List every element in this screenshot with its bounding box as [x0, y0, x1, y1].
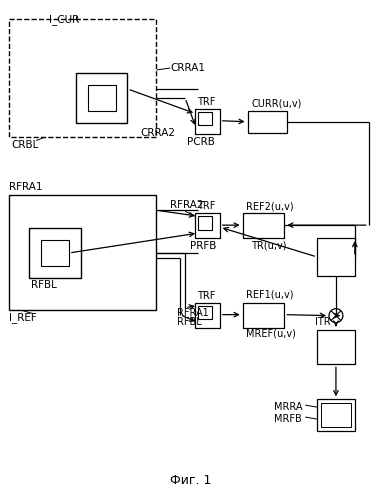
Bar [242, 303, 284, 327]
Bar [195, 213, 220, 238]
Text: CRRA2: CRRA2 [141, 128, 175, 138]
Bar [242, 213, 284, 238]
Bar [88, 85, 116, 111]
Bar [9, 19, 156, 137]
Text: RFBL: RFBL [177, 317, 202, 327]
Bar [195, 109, 220, 134]
Bar [76, 73, 128, 123]
Bar [247, 111, 287, 133]
Text: Фиг. 1: Фиг. 1 [170, 474, 212, 487]
Bar [321, 403, 351, 427]
Text: I_REF: I_REF [9, 312, 37, 322]
Text: I_CUR: I_CUR [49, 14, 79, 25]
Bar [198, 216, 211, 230]
Text: REF2(u,v): REF2(u,v) [246, 201, 293, 211]
Text: PCRB: PCRB [187, 137, 215, 147]
Bar [317, 399, 355, 431]
Bar [317, 238, 355, 276]
Bar [29, 228, 81, 278]
Text: ITR: ITR [315, 316, 331, 326]
Text: CURR(u,v): CURR(u,v) [252, 99, 302, 109]
Text: TRF: TRF [197, 291, 215, 301]
Text: CRBL: CRBL [11, 140, 39, 150]
Text: RFRA1: RFRA1 [177, 308, 209, 318]
Text: PRFB: PRFB [190, 241, 216, 251]
Text: CRRA1: CRRA1 [170, 63, 205, 73]
Bar [9, 195, 156, 310]
Text: TRF: TRF [197, 97, 215, 107]
Bar [198, 306, 211, 319]
Text: MRFB: MRFB [275, 414, 302, 424]
Text: MREF(u,v): MREF(u,v) [246, 328, 295, 338]
Text: RFBL: RFBL [31, 280, 57, 290]
Text: TR(u,v): TR(u,v) [250, 240, 286, 250]
Text: REF1(u,v): REF1(u,v) [246, 290, 293, 300]
Bar [195, 303, 220, 327]
Text: RFRA1: RFRA1 [9, 182, 43, 192]
Text: TRF: TRF [197, 201, 215, 211]
Bar [317, 329, 355, 364]
Bar [41, 240, 69, 266]
Bar [198, 112, 211, 125]
Text: RFRA2: RFRA2 [170, 200, 204, 210]
Text: MRRA: MRRA [274, 402, 302, 412]
